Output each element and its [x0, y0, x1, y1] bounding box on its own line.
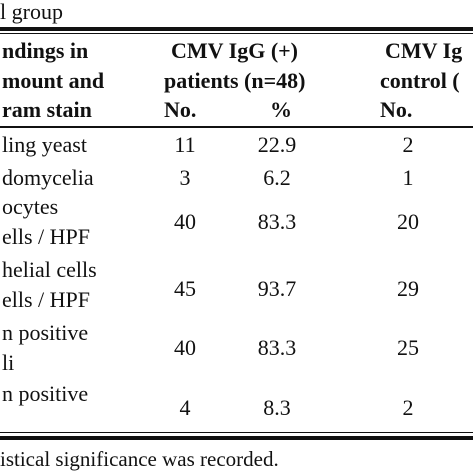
control-no-cell: 25: [397, 335, 419, 360]
table-caption: l group: [0, 0, 63, 24]
patients-pct-cell: 8.3: [263, 395, 291, 420]
patients-pct-cell: 93.7: [257, 276, 297, 301]
control-no-cell: 2: [402, 132, 414, 157]
header-control-line2: control (: [380, 68, 460, 93]
header-patients-line1: CMV IgG (+): [171, 38, 299, 63]
header-control-no: No.: [380, 97, 413, 122]
header-patients-pct: %: [270, 97, 292, 122]
control-no-cell: 29: [397, 276, 419, 301]
header-control-line1: CMV Ig: [385, 38, 463, 63]
top-rule-thin: [0, 33, 473, 34]
patients-pct-cell: 83.3: [257, 209, 297, 234]
row-label-line2: li: [2, 350, 15, 375]
patients-pct-cell: 83.3: [257, 335, 297, 360]
top-rule-thick: [0, 27, 473, 31]
bottom-rule-thin: [0, 432, 473, 433]
row-label: ling yeast: [2, 132, 87, 157]
row-label-line2: ells / HPF: [2, 224, 91, 249]
bottom-rule-thick: [0, 436, 473, 440]
control-no-cell: 2: [402, 395, 414, 420]
row-label-line2: ells / HPF: [2, 287, 91, 312]
patients-no-cell: 40: [174, 335, 196, 360]
header-findings-line3: ram stain: [2, 97, 92, 122]
patients-no-cell: 11: [174, 132, 196, 157]
patients-no-cell: 40: [174, 209, 196, 234]
patients-no-cell: 45: [174, 276, 196, 301]
row-label: ocytes: [2, 194, 59, 219]
header-rule: [0, 126, 473, 128]
header-patients-no: No.: [164, 97, 197, 122]
header-patients-line2: patients (n=48): [164, 68, 306, 93]
patients-pct-cell: 22.9: [257, 132, 297, 157]
row-label: helial cells: [2, 257, 97, 282]
table-footnote: istical significance was recorded.: [0, 447, 279, 471]
patients-pct-cell: 6.2: [263, 165, 291, 190]
control-no-cell: 20: [397, 209, 419, 234]
row-label: domycelia: [2, 165, 94, 190]
row-label: n positive: [2, 381, 89, 406]
patients-no-cell: 4: [179, 395, 191, 420]
header-findings-line2: mount and: [2, 68, 105, 93]
control-no-cell: 1: [402, 165, 414, 190]
patients-no-cell: 3: [179, 165, 191, 190]
row-label: n positive: [2, 320, 89, 345]
header-findings-line1: ndings in: [2, 38, 89, 63]
